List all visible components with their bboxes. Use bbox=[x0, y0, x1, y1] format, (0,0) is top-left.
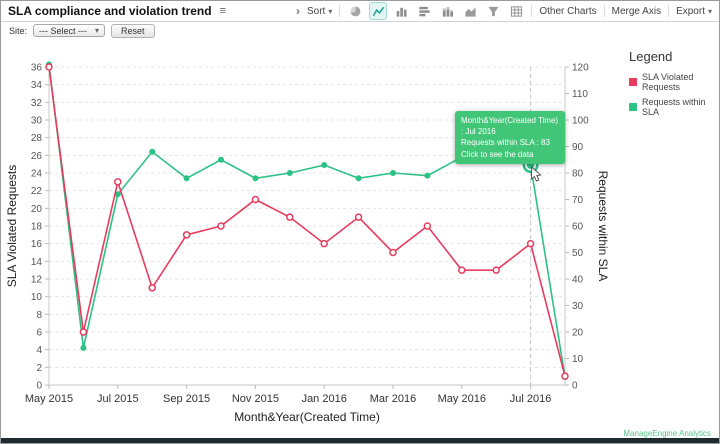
svg-text:0: 0 bbox=[36, 381, 42, 392]
tooltip-line-x: Month&Year(Created Time) : Jul 2016 bbox=[461, 116, 559, 137]
chart-toolbar: › Sort ▾ Other Charts Merge Axis Export … bbox=[296, 2, 712, 20]
svg-text:26: 26 bbox=[31, 151, 43, 162]
svg-text:34: 34 bbox=[31, 80, 43, 91]
svg-text:28: 28 bbox=[31, 133, 43, 144]
svg-text:12: 12 bbox=[31, 275, 43, 286]
svg-text:Jan 2016: Jan 2016 bbox=[302, 393, 347, 405]
chart-legend: Legend SLA Violated Requests Requests wi… bbox=[629, 49, 719, 438]
chevron-down-icon: ▾ bbox=[707, 6, 712, 16]
line-chart-icon[interactable] bbox=[369, 2, 388, 20]
svg-text:30: 30 bbox=[572, 301, 584, 312]
tooltip-line-hint: Click to see the data bbox=[461, 149, 534, 159]
trend-chart[interactable]: 0246810121416182022242628303234360102030… bbox=[3, 39, 609, 433]
other-charts-button[interactable]: Other Charts bbox=[539, 5, 597, 17]
page-title: SLA compliance and violation trend bbox=[8, 4, 212, 18]
merge-axis-button[interactable]: Merge Axis bbox=[611, 5, 662, 17]
legend-label: Requests within SLA bbox=[642, 97, 706, 117]
svg-text:16: 16 bbox=[31, 239, 43, 250]
column-chart-icon[interactable] bbox=[393, 3, 409, 19]
svg-text:30: 30 bbox=[31, 116, 43, 127]
legend-item-within-sla[interactable]: Requests within SLA bbox=[629, 97, 719, 117]
area-chart-icon[interactable] bbox=[462, 3, 478, 19]
chart-menu-icon[interactable]: ≡ bbox=[219, 5, 227, 17]
svg-text:20: 20 bbox=[572, 328, 584, 339]
svg-text:Jul 2015: Jul 2015 bbox=[97, 393, 139, 405]
chevron-down-icon: ▾ bbox=[95, 26, 100, 35]
sort-label: Sort bbox=[307, 5, 326, 17]
svg-text:24: 24 bbox=[31, 169, 43, 180]
svg-text:36: 36 bbox=[31, 63, 43, 74]
svg-text:120: 120 bbox=[572, 63, 589, 74]
svg-text:Jul 2016: Jul 2016 bbox=[510, 393, 552, 405]
svg-text:20: 20 bbox=[31, 204, 43, 215]
site-select[interactable]: --- Select --- ▾ bbox=[33, 24, 106, 37]
svg-text:4: 4 bbox=[36, 345, 42, 356]
svg-text:90: 90 bbox=[572, 142, 584, 153]
chart-tooltip[interactable]: Month&Year(Created Time) : Jul 2016 Requ… bbox=[455, 111, 565, 164]
svg-text:32: 32 bbox=[31, 98, 43, 109]
export-label: Export bbox=[676, 5, 705, 17]
svg-text:Requests within SLA: Requests within SLA bbox=[596, 171, 609, 282]
pie-chart-icon[interactable] bbox=[347, 3, 363, 19]
funnel-chart-icon[interactable] bbox=[485, 3, 501, 19]
svg-text:May 2015: May 2015 bbox=[25, 393, 73, 405]
legend-swatch-green bbox=[629, 103, 637, 111]
svg-text:10: 10 bbox=[572, 354, 584, 365]
svg-text:22: 22 bbox=[31, 186, 43, 197]
chart-area: 0 2 4 6 8 10 12 14 16 18 20 22 24 26 28 30 32 34 36 0 10 20 30… bbox=[1, 39, 719, 438]
toolbar-divider bbox=[531, 5, 533, 17]
svg-text:50: 50 bbox=[572, 248, 584, 259]
bar-chart-icon[interactable] bbox=[416, 3, 432, 19]
reset-button[interactable]: Reset bbox=[111, 23, 155, 38]
svg-text:Mar 2016: Mar 2016 bbox=[370, 393, 416, 405]
legend-swatch-red bbox=[629, 78, 637, 86]
toolbar-divider bbox=[339, 5, 341, 17]
sort-button[interactable]: Sort ▾ bbox=[307, 6, 332, 17]
stacked-column-chart-icon[interactable] bbox=[439, 3, 455, 19]
svg-text:14: 14 bbox=[31, 257, 43, 268]
legend-title: Legend bbox=[629, 49, 673, 64]
svg-text:100: 100 bbox=[572, 116, 589, 127]
watermark: ManageEngine Analytics bbox=[623, 429, 711, 438]
svg-text:0: 0 bbox=[572, 381, 578, 392]
svg-text:18: 18 bbox=[31, 222, 43, 233]
svg-text:8: 8 bbox=[36, 310, 42, 321]
tooltip-line-value: Requests within SLA : 83 bbox=[461, 138, 550, 148]
table-chart-icon[interactable] bbox=[508, 3, 524, 19]
chart-wrapper: 0 2 4 6 8 10 12 14 16 18 20 22 24 26 28 30 32 34 36 0 10 20 30… bbox=[3, 39, 609, 433]
legend-item-violated[interactable]: SLA Violated Requests bbox=[629, 72, 719, 92]
filter-bar: Site: --- Select --- ▾ Reset bbox=[1, 22, 719, 39]
legend-label: SLA Violated Requests bbox=[642, 72, 694, 92]
toolbar-divider bbox=[668, 5, 670, 17]
svg-text:80: 80 bbox=[572, 169, 584, 180]
chart-titlebar: SLA compliance and violation trend ≡ › S… bbox=[1, 1, 719, 22]
export-button[interactable]: Export ▾ bbox=[676, 6, 712, 17]
svg-text:6: 6 bbox=[36, 328, 42, 339]
svg-text:2: 2 bbox=[36, 363, 42, 374]
svg-text:Nov 2015: Nov 2015 bbox=[232, 393, 279, 405]
site-label: Site: bbox=[9, 25, 28, 36]
svg-text:40: 40 bbox=[572, 275, 584, 286]
chevron-right-icon[interactable]: › bbox=[296, 4, 300, 18]
toolbar-divider bbox=[603, 5, 605, 17]
bottom-bar bbox=[1, 438, 719, 443]
svg-text:Sep 2015: Sep 2015 bbox=[163, 393, 210, 405]
chevron-down-icon: ▾ bbox=[328, 6, 333, 16]
svg-text:70: 70 bbox=[572, 195, 584, 206]
svg-text:SLA Violated Requests: SLA Violated Requests bbox=[5, 165, 19, 288]
svg-text:110: 110 bbox=[572, 89, 588, 100]
site-select-value: --- Select --- bbox=[39, 25, 88, 36]
svg-text:May 2016: May 2016 bbox=[438, 393, 486, 405]
svg-text:10: 10 bbox=[31, 292, 43, 303]
svg-text:Month&Year(Created Time): Month&Year(Created Time) bbox=[234, 410, 380, 424]
svg-text:60: 60 bbox=[572, 222, 584, 233]
